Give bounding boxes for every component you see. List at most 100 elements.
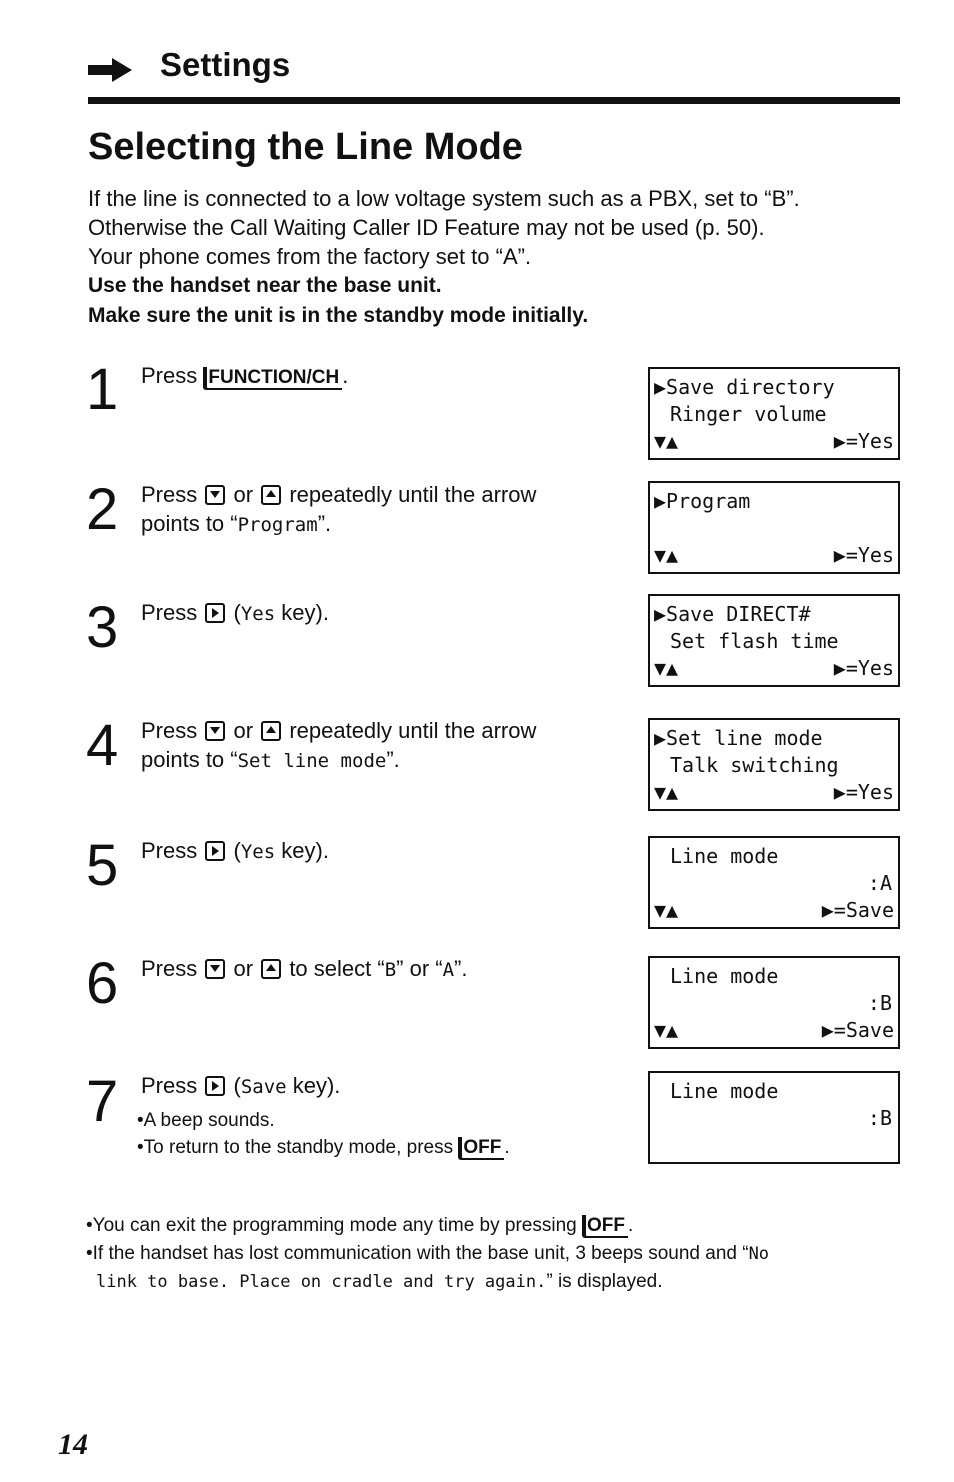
display-line: Set flash time [670,629,839,653]
display-line: ▶=Save [821,1018,894,1042]
text: repeatedly until the arrow [289,718,537,743]
page-title: Selecting the Line Mode [88,126,523,168]
mono-text: Yes [240,603,276,625]
display-line: ▶Save DIRECT# [654,602,811,626]
page-number: 14 [58,1428,88,1461]
text: key). [275,600,329,625]
down-key [205,721,226,741]
display: ▶Save directory Ringer volume ▼▲ ▶=Yes [648,367,900,460]
display-line: :A [867,871,892,895]
step-text: Press (Yes key). [141,838,329,864]
display-line: ▶=Yes [833,656,894,680]
step-text: Press or repeatedly until the arrow [141,718,536,744]
display-line: ▶Save directory [654,375,835,399]
display: ▶Save DIRECT# Set flash time ▼▲ ▶=Yes [648,594,900,687]
arrow-icon [88,58,132,82]
step-number: 6 [86,951,119,1016]
up-key [261,721,282,741]
note: •You can exit the programming mode any t… [86,1215,634,1238]
step-number: 5 [86,833,119,898]
text: ( [233,838,241,863]
display-line: ▼▲ [654,656,679,680]
text: Press [141,718,198,743]
display: Line mode :B ▼▲ ▶=Save [648,956,900,1049]
text: key). [275,838,329,863]
note: •If the handset has lost communication w… [86,1243,769,1265]
note: link to base. Place on cradle and try ag… [96,1271,663,1293]
display-line: ▶=Yes [833,543,894,567]
text: to select “ [289,956,385,981]
mono-text: Save [240,1076,287,1098]
right-key [205,1076,226,1096]
display-line: :B [867,991,892,1015]
display-line: Line mode [670,844,779,868]
text: ( [233,1073,241,1098]
step-text: Press (Save key). [141,1073,340,1099]
rule [88,97,900,104]
step-number: 4 [86,713,119,778]
text: Press [141,363,198,388]
intro: Your phone comes from the factory set to… [88,244,532,269]
text: points to “ [141,747,238,772]
instruction: Use the handset near the base unit. [88,274,442,297]
text: ”. [317,511,332,536]
text: ” is displayed. [546,1271,663,1292]
text: Press [141,838,198,863]
step-text: points to “Program”. [141,511,331,537]
key: OFF [582,1215,628,1238]
step-text: points to “Set line mode”. [141,747,400,773]
mono-text: link to base. Place on cradle and try ag… [96,1272,547,1292]
mono-text: A [442,959,455,981]
display-line: ▶Program [654,489,751,513]
text: •If the handset has lost communication w… [86,1243,749,1264]
display-line: ▶=Yes [833,780,894,804]
display: Line mode :A ▼▲ ▶=Save [648,836,900,929]
display-line: ▶=Save [821,898,894,922]
step-note: •To return to the standby mode, press OF… [137,1137,510,1160]
display-line: Line mode [670,1079,779,1103]
intro: Otherwise the Call Waiting Caller ID Fea… [88,215,765,240]
step-number: 7 [86,1069,119,1134]
text: ”. [386,747,400,772]
text: Press [141,1073,198,1098]
up-key [261,485,282,505]
mono-text: B [384,959,397,981]
display-line: Line mode [670,964,779,988]
text: . [628,1215,634,1236]
text: Press [141,482,198,507]
mono-text: Yes [240,841,276,863]
intro: If the line is connected to a low voltag… [88,186,800,211]
step-text: Press (Yes key). [141,600,329,626]
display-line: ▼▲ [654,898,679,922]
text: or [233,956,254,981]
key: FUNCTION/CH [203,367,343,390]
right-key [205,603,226,623]
display-line: ▼▲ [654,429,679,453]
section-title: Settings [160,46,291,83]
key: OFF [458,1137,505,1160]
text: ( [233,600,241,625]
text: or [233,482,254,507]
text: Press [141,956,198,981]
display-line: ▼▲ [654,543,679,567]
text: Press [141,600,198,625]
display-line: Talk switching [670,753,839,777]
display-line: :B [867,1106,892,1130]
text: ” or “ [396,956,443,981]
step-number: 3 [86,595,119,660]
display: ▶Program ▼▲ ▶=Yes [648,481,900,574]
mono-text: Program [237,514,318,536]
instruction: Make sure the unit is in the standby mod… [88,304,589,327]
display: ▶Set line mode Talk switching ▼▲ ▶=Yes [648,718,900,811]
text: repeatedly until the arrow [289,482,537,507]
display-line: ▶=Yes [833,429,894,453]
text: . [504,1137,510,1158]
display-line: ▼▲ [654,1018,679,1042]
right-key [205,841,226,861]
text: •To return to the standby mode, press [137,1137,454,1158]
up-key [261,959,282,979]
display: Line mode :B [648,1071,900,1164]
step-note: •A beep sounds. [137,1110,275,1131]
step-text: Press or to select “B” or “A”. [141,956,468,982]
